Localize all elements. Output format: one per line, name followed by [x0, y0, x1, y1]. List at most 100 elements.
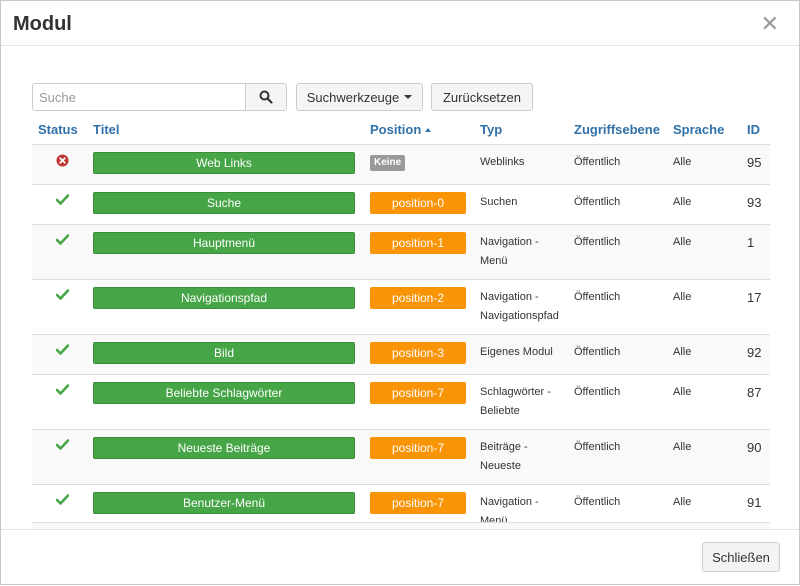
language-text: Alle: [673, 496, 692, 508]
header-access[interactable]: Zugriffsebene: [574, 114, 673, 145]
unpublished-icon[interactable]: [56, 154, 69, 167]
module-select-button[interactable]: Benutzer-Menü: [93, 492, 355, 514]
position-badge: position-1: [370, 232, 466, 254]
header-status[interactable]: Status: [32, 114, 93, 145]
id-cell: 92: [747, 334, 770, 375]
close-button[interactable]: Schließen: [702, 542, 780, 572]
language-text: Alle: [673, 386, 692, 398]
check-icon[interactable]: [56, 289, 69, 300]
table-body: Web Links Keine Weblinks Öffentlich Alle…: [32, 144, 770, 539]
header-title-label: Titel: [93, 121, 120, 137]
language-cell: Alle: [673, 144, 747, 185]
table-row: Suche position-0 Suchen Öffentlich Alle …: [32, 184, 770, 225]
table-row: Hauptmenü position-1 Navigation - Menü Öf…: [32, 224, 770, 280]
close-icon[interactable]: ✕: [760, 11, 779, 36]
check-icon[interactable]: [56, 439, 69, 450]
type-text: Navigation -: [480, 496, 539, 508]
type-text-line2: Menü: [480, 255, 508, 267]
module-select-button[interactable]: Bild: [93, 342, 355, 364]
module-select-button[interactable]: Web Links: [93, 152, 355, 174]
header-position[interactable]: Position: [370, 114, 480, 145]
position-cell: position-0: [370, 184, 480, 225]
table-row: Bild position-3 Eigenes Modul Öffentlich…: [32, 334, 770, 375]
title-cell: Neueste Beiträge: [93, 429, 370, 485]
module-select-button[interactable]: Navigationspfad: [93, 287, 355, 309]
status-cell: [32, 224, 93, 280]
type-text: Suchen: [480, 196, 518, 208]
language-text: Alle: [673, 291, 692, 303]
header-id[interactable]: ID: [747, 114, 770, 145]
access-text: Öffentlich: [574, 496, 621, 508]
access-text: Öffentlich: [574, 346, 621, 358]
id-text: 90: [747, 440, 762, 455]
module-select-button[interactable]: Suche: [93, 192, 355, 214]
modules-table: Status Titel Position Typ Zugriffsebene …: [32, 114, 770, 539]
access-text: Öffentlich: [574, 196, 621, 208]
position-cell: Keine: [370, 144, 480, 185]
access-text: Öffentlich: [574, 156, 621, 168]
table-scroll-area: [32, 522, 770, 530]
position-cell: position-3: [370, 334, 480, 375]
id-text: 1: [747, 235, 755, 250]
position-badge: position-2: [370, 287, 466, 309]
header-access-label: Zugriffsebene: [574, 121, 660, 137]
header-status-label: Status: [38, 121, 78, 137]
language-cell: Alle: [673, 184, 747, 225]
search-button[interactable]: [245, 83, 287, 111]
type-text: Schlagwörter -: [480, 386, 551, 398]
type-text: Navigation -: [480, 291, 539, 303]
id-text: 91: [747, 495, 762, 510]
search-icon: [259, 90, 273, 104]
type-cell: Eigenes Modul: [480, 334, 574, 375]
check-icon[interactable]: [56, 234, 69, 245]
language-text: Alle: [673, 441, 692, 453]
language-cell: Alle: [673, 224, 747, 280]
check-icon[interactable]: [56, 494, 69, 505]
id-cell: 95: [747, 144, 770, 185]
type-cell: Beiträge - Neueste: [480, 429, 574, 485]
header-id-label: ID: [747, 121, 760, 137]
check-icon[interactable]: [56, 384, 69, 395]
status-cell: [32, 184, 93, 225]
search-input[interactable]: [32, 83, 246, 111]
title-cell: Hauptmenü: [93, 224, 370, 280]
type-text: Weblinks: [480, 156, 525, 168]
check-icon[interactable]: [56, 194, 69, 205]
header-type[interactable]: Typ: [480, 114, 574, 145]
access-cell: Öffentlich: [574, 429, 673, 485]
id-text: 93: [747, 195, 762, 210]
id-cell: 90: [747, 429, 770, 485]
access-cell: Öffentlich: [574, 374, 673, 430]
id-text: 95: [747, 155, 762, 170]
check-icon[interactable]: [56, 344, 69, 355]
status-cell: [32, 144, 93, 185]
language-text: Alle: [673, 156, 692, 168]
id-cell: 87: [747, 374, 770, 430]
search-tools-button[interactable]: Suchwerkzeuge: [296, 83, 423, 111]
table-row: Navigationspfad position-2 Navigation -N…: [32, 279, 770, 335]
type-text: Beiträge -: [480, 441, 528, 453]
header-language[interactable]: Sprache: [673, 114, 747, 145]
position-badge: position-7: [370, 492, 466, 514]
header-title[interactable]: Titel: [93, 114, 370, 145]
position-none-badge: Keine: [370, 155, 406, 171]
id-text: 87: [747, 385, 762, 400]
language-cell: Alle: [673, 374, 747, 430]
position-cell: position-2: [370, 279, 480, 335]
module-select-button[interactable]: Neueste Beiträge: [93, 437, 355, 459]
modal-title: Modul: [13, 13, 72, 35]
modal-header: Modul ✕: [1, 1, 799, 46]
table-row: Beliebte Schlagwörter position-7 Schlagw…: [32, 374, 770, 430]
reset-button[interactable]: Zurücksetzen: [431, 83, 533, 111]
access-cell: Öffentlich: [574, 224, 673, 280]
type-cell: Schlagwörter - Beliebte: [480, 374, 574, 430]
language-text: Alle: [673, 236, 692, 248]
type-cell: Weblinks: [480, 144, 574, 185]
module-select-button[interactable]: Hauptmenü: [93, 232, 355, 254]
title-cell: Bild: [93, 334, 370, 375]
id-text: 92: [747, 345, 762, 360]
modal-footer: Schließen: [1, 529, 799, 586]
module-select-button[interactable]: Beliebte Schlagwörter: [93, 382, 355, 404]
type-cell: Navigation - Navigationspfad: [480, 279, 574, 335]
type-text-line2: Navigationspfad: [480, 310, 559, 322]
